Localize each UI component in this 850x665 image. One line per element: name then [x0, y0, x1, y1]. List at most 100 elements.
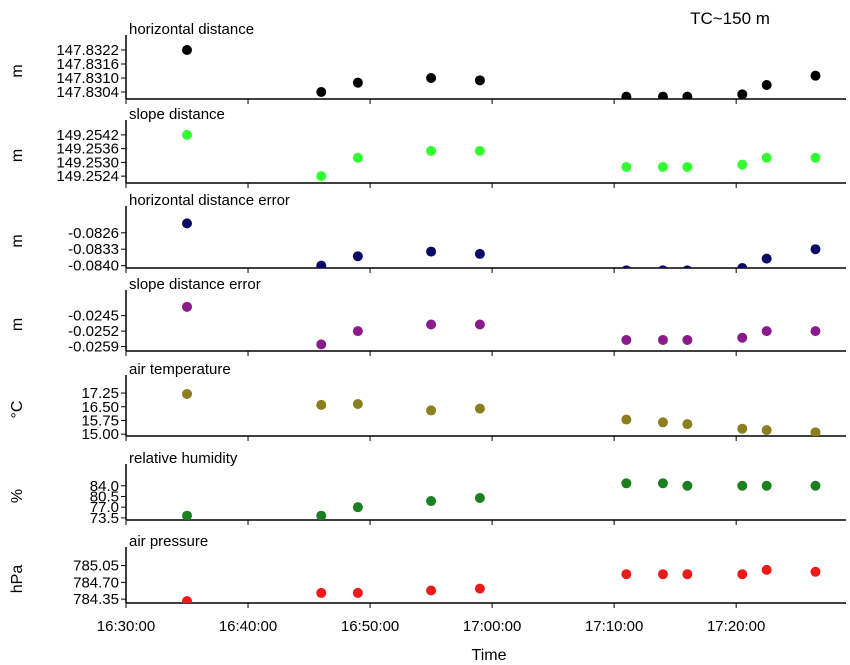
panel-4-title: air temperature	[129, 361, 231, 378]
panel-6-y-axis-label: hPa	[9, 565, 26, 594]
panel-1-point	[316, 171, 327, 182]
panel-0-point	[761, 80, 772, 90]
panel-4-point	[352, 399, 363, 410]
panel-1-ytick-label: 149.2542	[56, 127, 119, 144]
panel-0-ytick-label: 147.8310	[56, 70, 119, 87]
panel-3-point	[761, 326, 772, 337]
panel-1-ytick-label: 149.2524	[56, 168, 119, 185]
panel-3-point	[352, 326, 363, 337]
panel-2-point	[426, 246, 437, 257]
panel-2-point	[682, 265, 692, 268]
panel-5-point	[737, 480, 748, 491]
panel-3-ytick-label: -0.0245	[68, 308, 119, 325]
x-tick-label: 17:20:00	[707, 618, 765, 635]
panel-5-point	[761, 480, 772, 491]
panel-4-y-axis-label: °C	[9, 401, 26, 419]
panel-5-point	[316, 510, 327, 520]
panel-5-ytick-label: 73.5	[90, 510, 119, 527]
panel-2-point	[737, 263, 748, 268]
panel-2-point	[810, 244, 821, 255]
panel-0-point	[737, 89, 748, 99]
panel-6-point	[182, 596, 193, 603]
panel-0-points	[182, 45, 821, 99]
panel-2-title: horizontal distance error	[129, 192, 290, 209]
panel-1-ytick-label: 149.2536	[56, 141, 119, 158]
panel-4-point	[426, 405, 437, 416]
panel-6-point	[761, 564, 772, 575]
panel-2-points	[182, 218, 821, 268]
panel-6-ytick-label: 784.35	[73, 591, 119, 608]
panel-4-ytick-label: 17.25	[81, 385, 119, 402]
panel-5-y-axis-label: %	[9, 489, 26, 503]
panel-2-ytick-label: -0.0833	[68, 241, 119, 258]
x-tick-label: 16:30:00	[97, 618, 155, 635]
panel-0-title: horizontal distance	[129, 21, 254, 38]
panel-6-point	[352, 587, 363, 598]
panel-1-point	[761, 152, 772, 163]
panel-6-point	[810, 566, 821, 577]
panel-2-ytick-label: -0.0826	[68, 225, 119, 242]
panel-4-ytick-label: 16.50	[81, 399, 119, 416]
x-tick-label: 17:00:00	[463, 618, 521, 635]
panel-4-ytick-label: 15.00	[81, 426, 119, 443]
panel-0-point	[621, 91, 632, 99]
panel-2-point	[352, 251, 363, 262]
panel-4-ytick-label: 15.75	[81, 412, 119, 429]
panel-0-ytick-label: 147.8304	[56, 84, 119, 101]
panel-1-point	[474, 145, 485, 156]
panel-6-point	[737, 569, 748, 580]
panel-0-point	[682, 91, 693, 99]
panel-6-point	[657, 569, 668, 580]
panel-3-point	[316, 339, 327, 350]
panel-6-point	[316, 587, 327, 598]
panel-3-points	[182, 301, 821, 350]
panel-1-point	[657, 161, 668, 172]
panel-1-point	[426, 145, 437, 156]
panel-5-title: relative humidity	[129, 450, 238, 467]
panel-2-y-axis-label: m	[9, 234, 26, 247]
panel-0-ytick-label: 147.8322	[56, 42, 119, 59]
panel-1-point	[182, 129, 193, 140]
panel-5-point	[810, 480, 821, 491]
panel-0-point	[810, 70, 821, 81]
panel-1-points	[182, 129, 821, 182]
panel-6-ytick-label: 784.70	[73, 574, 119, 591]
panel-1-title: slope distance	[129, 106, 225, 123]
panel-5-point	[182, 510, 193, 520]
panel-4-point	[474, 403, 485, 414]
panel-4-point	[682, 419, 693, 430]
panel-5-point	[474, 492, 485, 503]
panel-6-ytick-label: 785.05	[73, 558, 119, 575]
panel-2-point	[316, 260, 327, 268]
panel-0-point	[316, 87, 327, 97]
panel-4-point	[182, 388, 193, 399]
panel-4-point	[761, 425, 772, 436]
panel-6-point	[621, 569, 632, 580]
panel-5-point	[426, 496, 437, 507]
panel-3-point	[474, 319, 485, 330]
panel-0-point	[426, 73, 437, 83]
panel-5: 73.577.080.584.0% relative humidity	[9, 448, 846, 527]
panel-5-point	[682, 480, 693, 491]
panel-6-points	[182, 564, 821, 603]
panel-5-ytick-label: 84.0	[90, 478, 119, 495]
panel-1-point	[737, 159, 748, 170]
panel-3-point	[621, 334, 632, 345]
panel-0-point	[182, 45, 193, 55]
panel-5-point	[352, 502, 363, 513]
panel-1-point	[621, 161, 632, 172]
panel-3-ytick-label: -0.0252	[68, 323, 119, 340]
panel-4-point	[316, 399, 327, 410]
panel-2-point	[621, 265, 631, 268]
panel-5-ytick-label: 80.5	[90, 488, 119, 505]
panel-1-ytick-label: 149.2530	[56, 154, 119, 171]
panel-3-point	[682, 334, 693, 345]
panel-4-points	[182, 388, 821, 436]
panel-0-point	[352, 77, 363, 88]
panel-2-point	[658, 265, 668, 268]
panel-1-point	[352, 152, 363, 163]
panel-2-ytick-label: -0.0840	[68, 258, 119, 275]
panel-6-point	[682, 569, 693, 580]
panel-2: -0.0840-0.0833-0.0826 m horizontal distanc…	[9, 190, 846, 275]
